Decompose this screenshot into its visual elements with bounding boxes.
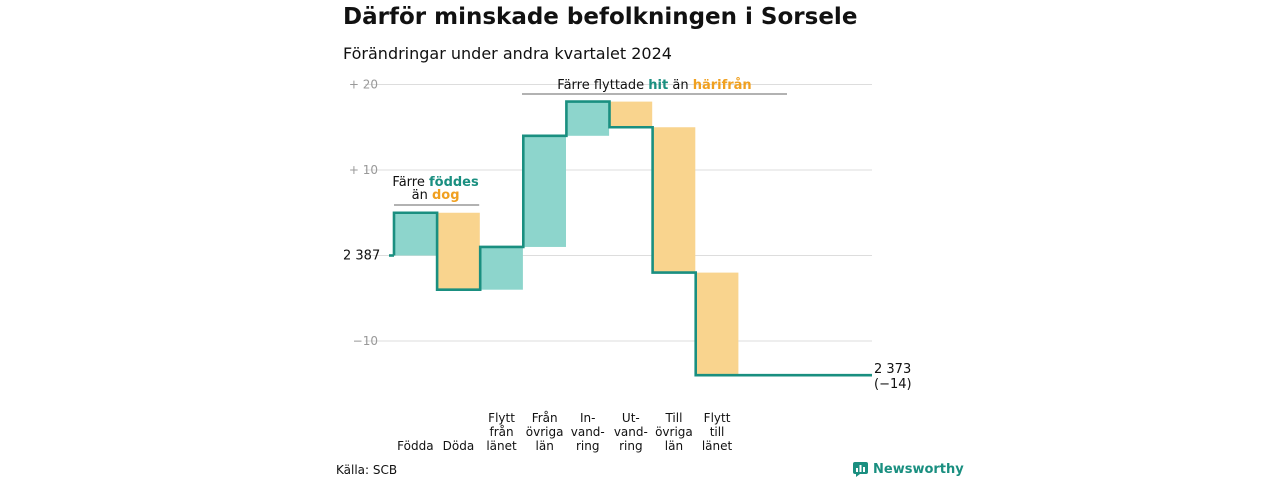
cumulative-step-line [392,100,872,377]
brand-name: Newsworthy [873,462,964,477]
category-label: Döda [443,439,475,453]
bar [394,212,437,256]
category-label: In- [580,411,595,425]
category-label: Ut- [622,411,640,425]
y-tick-label: 2 387 [343,249,380,264]
category-label: län [665,439,683,453]
annotation-migration: Färre flyttade hit än härifrån [557,78,751,93]
bar [566,101,610,136]
newsworthy-icon [853,462,868,477]
category-label: ring [576,439,600,453]
end-value-label: 2 373 [874,362,911,377]
brand-logo: Newsworthy [853,462,964,477]
bar [609,101,653,128]
category-label: vand- [614,425,648,439]
chart-title: Därför minskade befolkningen i Sorsele [343,4,858,30]
bar [437,212,480,290]
y-tick-label: −10 [353,334,378,348]
bar [480,246,523,290]
category-label: Från [532,411,558,425]
category-label: övriga [655,425,693,439]
chart-subtitle: Förändringar under andra kvartalet 2024 [343,44,672,63]
category-label: Födda [397,439,433,453]
category-label: län [536,439,554,453]
category-label: till [710,425,725,439]
category-label: länet [486,439,517,453]
bar [695,272,739,376]
y-tick-label: + 10 [349,163,378,177]
category-label: länet [702,439,733,453]
category-label: vand- [571,425,605,439]
y-tick-label: + 20 [349,78,378,92]
annotation-births-deaths-line2: än dog [412,188,460,203]
category-label: från [489,425,513,439]
bar [652,127,696,273]
category-label: Till [664,411,682,425]
category-label: Flytt [488,411,515,425]
annotation-births-deaths: Färre föddes [392,175,479,190]
category-label: ring [619,439,643,453]
bar [523,135,566,247]
category-label: Flytt [704,411,731,425]
source-note: Källa: SCB [336,463,398,477]
end-value-label: (−14) [874,377,912,392]
category-label: övriga [526,425,564,439]
